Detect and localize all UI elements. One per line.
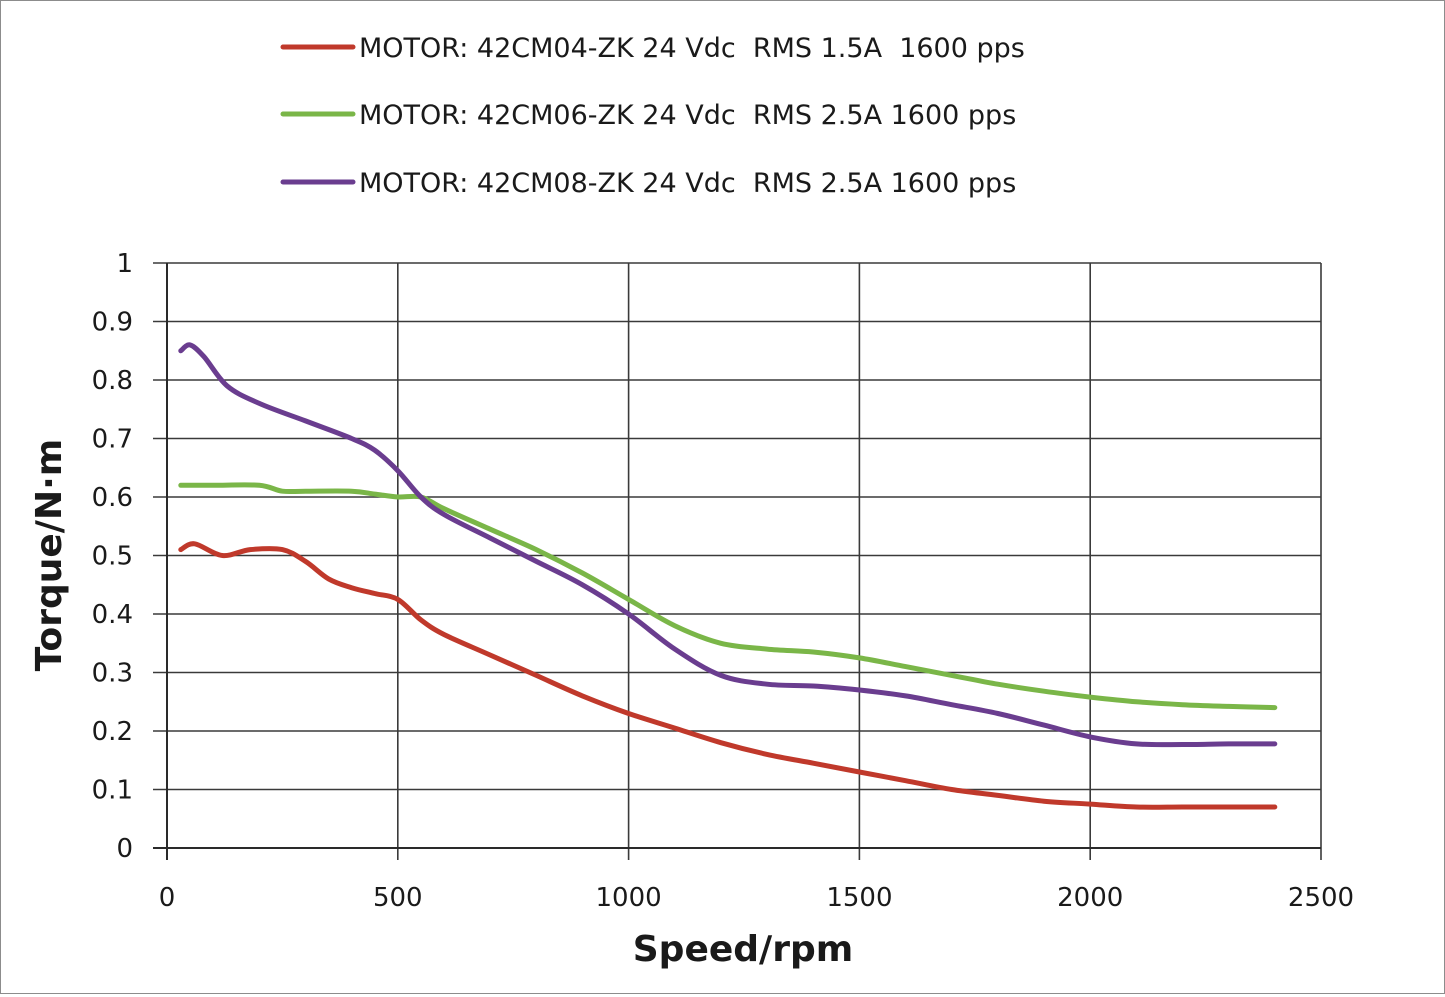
series-lines — [178, 342, 1278, 810]
y-axis-title: Torque/N·m — [29, 439, 70, 672]
y-tick-label: 0.3 — [92, 659, 133, 689]
series-line-3 — [178, 342, 1278, 748]
y-tick-label: 0.5 — [92, 542, 133, 572]
y-tick-label: 0.7 — [92, 425, 133, 455]
x-tick-label: 500 — [373, 883, 423, 913]
y-tick-label: 0.1 — [92, 776, 133, 806]
y-tick-label: 1 — [116, 249, 133, 279]
series-line-1 — [178, 541, 1278, 810]
y-tick-label: 0 — [116, 834, 133, 864]
y-tick-label: 0.8 — [92, 366, 133, 396]
x-tick-label: 0 — [159, 883, 176, 913]
y-tick-label: 0.4 — [92, 600, 133, 630]
legend-label-1: MOTOR: 42CM04-ZK 24 Vdc RMS 1.5A 1600 pp… — [359, 33, 1025, 64]
y-tick-label: 0.2 — [92, 717, 133, 747]
x-tick-label: 1000 — [596, 883, 662, 913]
x-tick-labels: 0 500 1000 1500 2000 2500 — [159, 883, 1354, 913]
series-line-2 — [178, 482, 1278, 711]
legend-label-3: MOTOR: 42CM08-ZK 24 Vdc RMS 2.5A 1600 pp… — [359, 168, 1016, 199]
legend-label-2: MOTOR: 42CM06-ZK 24 Vdc RMS 2.5A 1600 pp… — [359, 100, 1016, 131]
x-tick-label: 1500 — [826, 883, 892, 913]
x-axis-title: Speed/rpm — [633, 929, 853, 970]
grid-lines — [153, 262, 1322, 860]
y-tick-label: 0.9 — [92, 308, 133, 338]
x-tick-label: 2000 — [1057, 883, 1123, 913]
y-tick-label: 0.6 — [92, 483, 133, 513]
y-tick-labels: 0 0.1 0.2 0.3 0.4 0.5 0.6 0.7 0.8 0.9 1 — [92, 249, 133, 864]
x-tick-label: 2500 — [1288, 883, 1354, 913]
axes — [153, 263, 1321, 860]
legend: MOTOR: 42CM04-ZK 24 Vdc RMS 1.5A 1600 pp… — [280, 33, 1025, 199]
